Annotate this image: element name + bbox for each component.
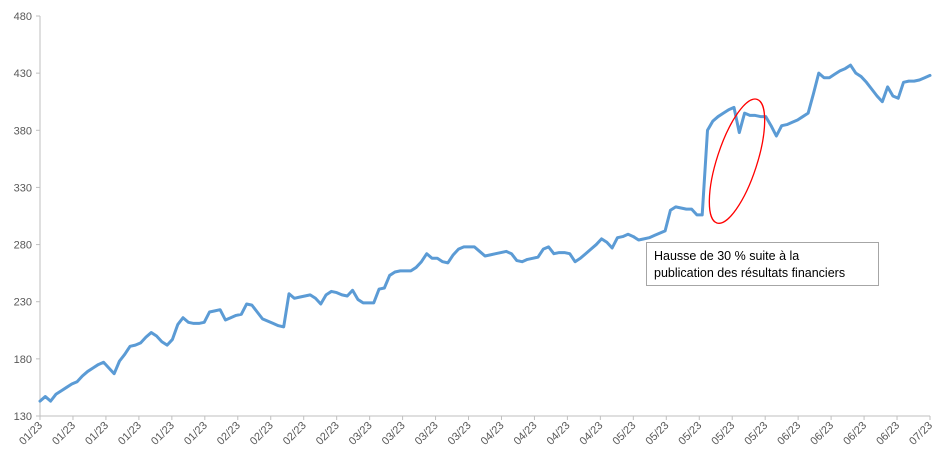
y-tick-label: 480 xyxy=(14,11,32,23)
x-tick-label: 01/23 xyxy=(17,420,45,448)
highlight-layer xyxy=(708,98,766,224)
highlight-ellipse xyxy=(708,98,766,224)
x-tick-label: 06/23 xyxy=(841,420,869,448)
x-tick-label: 04/23 xyxy=(545,420,573,448)
x-tick-label: 02/23 xyxy=(314,420,342,448)
x-tick-label: 02/23 xyxy=(215,420,243,448)
y-tick-label: 180 xyxy=(14,354,32,366)
x-tick-label: 05/23 xyxy=(709,420,737,448)
y-tick-label: 230 xyxy=(14,297,32,309)
x-tick-label: 02/23 xyxy=(248,420,276,448)
annotation-line-2: publication des résultats financiers xyxy=(654,266,846,280)
y-tick-label: 280 xyxy=(14,240,32,252)
x-tick-label: 04/23 xyxy=(578,420,606,448)
x-tick-label: 06/23 xyxy=(874,420,902,448)
x-tick-label: 03/23 xyxy=(413,420,441,448)
x-tick-label: 05/23 xyxy=(676,420,704,448)
x-tick-label: 03/23 xyxy=(380,420,408,448)
x-tick-label: 01/23 xyxy=(50,420,78,448)
x-tick-label: 04/23 xyxy=(479,420,507,448)
x-tick-label: 05/23 xyxy=(611,420,639,448)
annotation-line-1: Hausse de 30 % suite à la xyxy=(654,249,800,263)
x-tick-label: 01/23 xyxy=(116,420,144,448)
x-tick-label: 05/23 xyxy=(643,420,671,448)
x-tick-label: 01/23 xyxy=(182,420,210,448)
x-tick-label: 07/23 xyxy=(907,420,935,448)
y-tick-label: 380 xyxy=(14,125,32,137)
x-tick-label: 06/23 xyxy=(775,420,803,448)
x-axis: 01/23 01/23 01/23 01/23 01/23 01/23 02/23 02/23… xyxy=(17,415,935,448)
series-layer xyxy=(38,63,932,403)
y-tick-label: 130 xyxy=(14,411,32,423)
annotation-callout: Hausse de 30 % suite à la publication de… xyxy=(646,242,879,286)
x-tick-label: 03/23 xyxy=(347,420,375,448)
x-tick-label: 01/23 xyxy=(83,420,111,448)
x-tick-label: 03/23 xyxy=(446,420,474,448)
x-tick-label: 01/23 xyxy=(149,420,177,448)
x-tick-label: 04/23 xyxy=(512,420,540,448)
series-line xyxy=(38,63,932,403)
y-tick-label: 430 xyxy=(14,68,32,80)
x-tick-label: 02/23 xyxy=(281,420,309,448)
x-tick-label: 05/23 xyxy=(742,420,770,448)
x-tick-label: 06/23 xyxy=(808,420,836,448)
y-axis: 130 180 230 280 330 380 430 480 xyxy=(14,11,41,423)
y-tick-label: 330 xyxy=(14,182,32,194)
